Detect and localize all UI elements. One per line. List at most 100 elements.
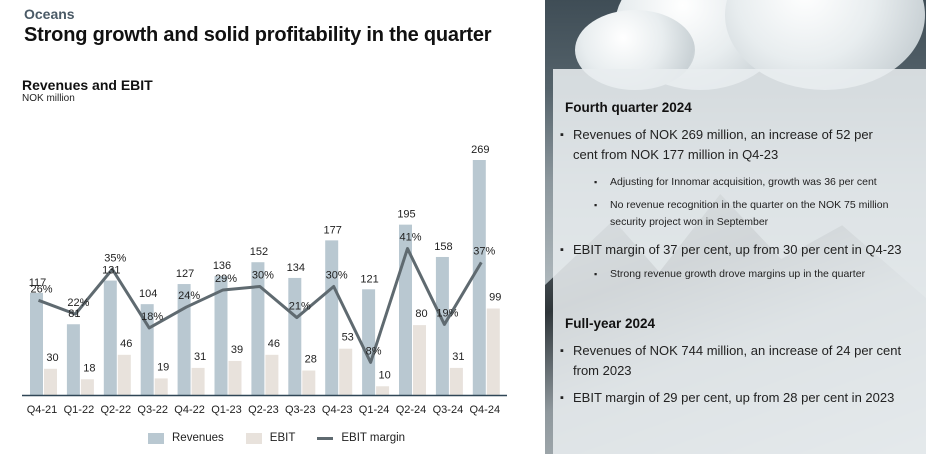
ebit-margin-data-label: 30% — [326, 270, 348, 282]
ebit-margin-data-label: 22% — [67, 297, 89, 309]
q4-heading: Fourth quarter 2024 — [565, 100, 692, 115]
ebit-margin-data-label: 30% — [252, 270, 274, 282]
x-tick-label: Q2-24 — [396, 404, 427, 416]
chart-section: Oceans Strong growth and solid profitabi… — [22, 6, 507, 444]
revenue-data-label: 136 — [213, 260, 231, 272]
ebit-data-label: 99 — [489, 292, 501, 304]
ebit-bar — [80, 379, 94, 395]
x-tick-label: Q3-24 — [433, 404, 464, 416]
legend-label-ebit-margin: EBIT margin — [341, 432, 406, 444]
ebit-data-label: 10 — [378, 369, 390, 381]
revenue-data-label: 195 — [397, 209, 415, 221]
ebit-margin-data-label: 18% — [141, 311, 163, 323]
revenue-data-label: 152 — [250, 246, 268, 258]
x-tick-label: Q1-22 — [64, 404, 95, 416]
revenue-bar — [66, 324, 80, 395]
legend-line-ebit-margin — [317, 436, 334, 440]
chart-title: Revenues and EBIT — [22, 77, 153, 93]
x-tick-label: Q4-23 — [322, 404, 353, 416]
ebit-margin-data-label: 8% — [366, 345, 382, 357]
ebit-bar — [449, 367, 463, 395]
ebit-bar — [228, 360, 242, 395]
chart-unit: NOK million — [22, 93, 75, 104]
legend-swatch-revenues — [148, 432, 164, 444]
q4-subbullet-security-project: No revenue recognition in the quarter on… — [594, 197, 910, 231]
ebit-data-label: 46 — [268, 338, 280, 350]
ebit-margin-data-label: 41% — [399, 232, 421, 244]
q4-bullet-revenues: Revenues of NOK 269 million, an increase… — [560, 125, 893, 165]
ebit-margin-data-label: 26% — [30, 283, 52, 295]
fy-bullet-ebit-margin: EBIT margin of 29 per cent, up from 28 p… — [560, 388, 926, 408]
revenues-ebit-chart: 117 30 26% Q4-21 81 18 22% Q1-22 131 46 35% Q2-22 10… — [22, 144, 507, 416]
x-tick-label: Q3-23 — [285, 404, 316, 416]
page-title: Strong growth and solid profitability in… — [24, 24, 492, 46]
ebit-data-label: 31 — [194, 351, 206, 363]
revenue-data-label: 121 — [360, 273, 378, 285]
highlights-panel-background: Fourth quarter 2024 Revenues of NOK 269 … — [545, 0, 926, 454]
ebit-margin-data-label: 24% — [178, 290, 200, 302]
revenue-bar — [472, 160, 486, 395]
ebit-margin-data-label: 21% — [289, 301, 311, 313]
ebit-data-label: 39 — [231, 344, 243, 356]
x-tick-label: Q4-24 — [470, 404, 501, 416]
ebit-bar — [191, 367, 205, 395]
ebit-margin-data-label: 29% — [215, 273, 237, 285]
q4-subbullet-innomar: Adjusting for Innomar acquisition, growt… — [594, 174, 920, 191]
revenue-bar — [251, 262, 265, 395]
revenue-bar — [30, 292, 43, 395]
section-label: Oceans — [24, 6, 75, 22]
q4-bullet-ebit-margin: EBIT margin of 37 per cent, up from 30 p… — [560, 240, 926, 260]
highlights-panel: Fourth quarter 2024 Revenues of NOK 269 … — [553, 69, 926, 454]
revenue-data-label: 81 — [68, 308, 80, 320]
revenue-data-label: 134 — [287, 262, 305, 274]
ebit-data-label: 53 — [342, 332, 354, 344]
ebit-data-label: 30 — [46, 352, 58, 364]
ebit-data-label: 18 — [83, 362, 95, 374]
revenue-data-label: 117 — [29, 277, 47, 289]
ebit-data-label: 31 — [452, 351, 464, 363]
legend-item-ebit-margin: EBIT margin — [317, 432, 405, 444]
revenue-bar — [362, 289, 376, 395]
legend-label-revenues: Revenues — [172, 432, 224, 444]
ebit-bar — [154, 378, 168, 395]
x-tick-label: Q3-22 — [137, 404, 168, 416]
ebit-margin-line — [37, 247, 483, 364]
revenue-bar — [288, 277, 302, 395]
x-tick-label: Q4-21 — [27, 404, 58, 416]
ebit-bar — [44, 368, 57, 395]
ebit-bar — [339, 348, 353, 395]
chart-legend: Revenues EBIT EBIT margin — [148, 432, 427, 444]
legend-item-revenues: Revenues — [148, 432, 224, 444]
ebit-data-label: 28 — [305, 354, 317, 366]
ebit-margin-data-label: 19% — [436, 307, 458, 319]
revenue-bar — [214, 276, 228, 395]
x-tick-label: Q1-23 — [211, 404, 242, 416]
fy-bullet-revenues: Revenues of NOK 744 million, an increase… — [560, 341, 918, 381]
revenue-data-label: 269 — [471, 144, 489, 156]
ebit-data-label: 80 — [415, 308, 427, 320]
legend-item-ebit: EBIT — [245, 432, 296, 444]
x-tick-label: Q2-23 — [248, 404, 279, 416]
ebit-margin-data-label: 37% — [473, 245, 495, 257]
ebit-data-label: 46 — [120, 338, 132, 350]
ebit-bar — [302, 370, 316, 395]
legend-label-ebit: EBIT — [269, 432, 296, 444]
revenue-data-label: 177 — [324, 224, 342, 236]
x-tick-label: Q2-22 — [101, 404, 132, 416]
ebit-data-label: 19 — [157, 361, 169, 373]
ebit-bar — [413, 325, 426, 395]
ebit-bar — [376, 386, 390, 395]
ebit-margin-data-label: 35% — [104, 252, 126, 264]
legend-swatch-ebit — [245, 432, 262, 444]
revenue-data-label: 131 — [102, 265, 120, 277]
revenue-bar — [103, 280, 117, 395]
ebit-bar — [486, 308, 500, 395]
revenue-bar — [325, 240, 339, 395]
ebit-bar — [117, 354, 131, 395]
revenue-bar — [435, 256, 449, 395]
revenue-data-label: 127 — [176, 268, 194, 280]
revenue-data-label: 158 — [434, 241, 452, 253]
revenue-data-label: 104 — [139, 288, 157, 300]
x-tick-label: Q4-22 — [174, 404, 205, 416]
q4-subbullet-margins: Strong revenue growth drove margins up i… — [594, 266, 920, 283]
